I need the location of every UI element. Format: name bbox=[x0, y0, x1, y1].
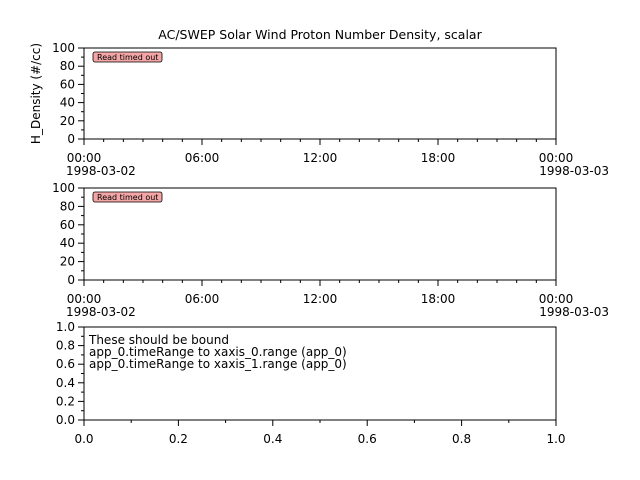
density-error-badge: Read timed out bbox=[92, 51, 163, 63]
x-tick-date-label: 1998-03-03 bbox=[539, 305, 609, 319]
x-tick-time-label: 00:00 bbox=[67, 292, 102, 306]
x-tick-label: 0.4 bbox=[263, 432, 282, 446]
y-tick-label: 0 bbox=[67, 132, 75, 146]
error-badge-box bbox=[92, 191, 163, 203]
x-tick-time-label: 18:00 bbox=[421, 292, 456, 306]
x-tick-label: 0.0 bbox=[74, 432, 93, 446]
binding-panel: 0.0 0.2 0.4 0.6 0.8 1.0 0.0 0.2 0.4 0.6 0.8 1.0 Th… bbox=[56, 320, 566, 446]
error-badge-box bbox=[92, 51, 163, 63]
second-error-badge: Read timed out bbox=[92, 191, 163, 203]
density-y-axis-label: H_Density (#/cc) bbox=[29, 43, 43, 144]
y-tick-label: 80 bbox=[60, 199, 75, 213]
x-tick-label: 0.2 bbox=[169, 432, 188, 446]
y-tick-label: 40 bbox=[60, 236, 75, 250]
y-tick-label: 0.6 bbox=[56, 357, 75, 371]
x-tick-time-label: 00:00 bbox=[67, 151, 102, 165]
y-tick-label: 60 bbox=[60, 218, 75, 232]
x-tick-time-label: 06:00 bbox=[185, 151, 220, 165]
y-tick-label: 100 bbox=[52, 41, 75, 55]
chart-title: AC/SWEP Solar Wind Proton Number Density… bbox=[158, 27, 482, 42]
binding-message-line: app_0.timeRange to xaxis_1.range (app_0) bbox=[89, 357, 347, 371]
x-tick-time-label: 06:00 bbox=[185, 292, 220, 306]
x-tick-label: 1.0 bbox=[546, 432, 565, 446]
y-tick-label: 40 bbox=[60, 96, 75, 110]
y-tick-label: 20 bbox=[60, 255, 75, 269]
binding-message-line: These should be bound bbox=[88, 333, 229, 347]
x-tick-time-label: 00:00 bbox=[539, 151, 574, 165]
y-tick-label: 0.0 bbox=[56, 413, 75, 427]
y-tick-label: 0 bbox=[67, 273, 75, 287]
y-tick-label: 0.4 bbox=[56, 376, 75, 390]
x-tick-time-label: 12:00 bbox=[303, 292, 338, 306]
binding-message-line: app_0.timeRange to xaxis_0.range (app_0) bbox=[89, 345, 347, 359]
x-tick-time-label: 12:00 bbox=[303, 151, 338, 165]
y-tick-label: 100 bbox=[52, 181, 75, 195]
x-tick-label: 0.6 bbox=[358, 432, 377, 446]
x-tick-date-label: 1998-03-02 bbox=[66, 305, 136, 319]
y-tick-label: 0.8 bbox=[56, 339, 75, 353]
y-tick-label: 1.0 bbox=[56, 320, 75, 334]
binding-x-axis: 0.0 0.2 0.4 0.6 0.8 1.0 bbox=[74, 420, 566, 446]
x-tick-date-label: 1998-03-03 bbox=[539, 164, 609, 178]
x-tick-date-label: 1998-03-02 bbox=[66, 164, 136, 178]
second-y-axis: 0 20 40 60 80 100 bbox=[52, 181, 84, 287]
x-tick-label: 0.8 bbox=[452, 432, 471, 446]
y-tick-label: 20 bbox=[60, 114, 75, 128]
error-badge-text: Read timed out bbox=[97, 53, 158, 62]
y-tick-label: 0.2 bbox=[56, 394, 75, 408]
x-tick-time-label: 18:00 bbox=[421, 151, 456, 165]
y-tick-label: 60 bbox=[60, 77, 75, 91]
error-badge-text: Read timed out bbox=[97, 193, 158, 202]
binding-y-axis: 0.0 0.2 0.4 0.6 0.8 1.0 bbox=[56, 320, 84, 427]
y-tick-label: 80 bbox=[60, 59, 75, 73]
x-tick-time-label: 00:00 bbox=[539, 292, 574, 306]
density-y-axis: 0 20 40 60 80 100 bbox=[52, 41, 84, 146]
